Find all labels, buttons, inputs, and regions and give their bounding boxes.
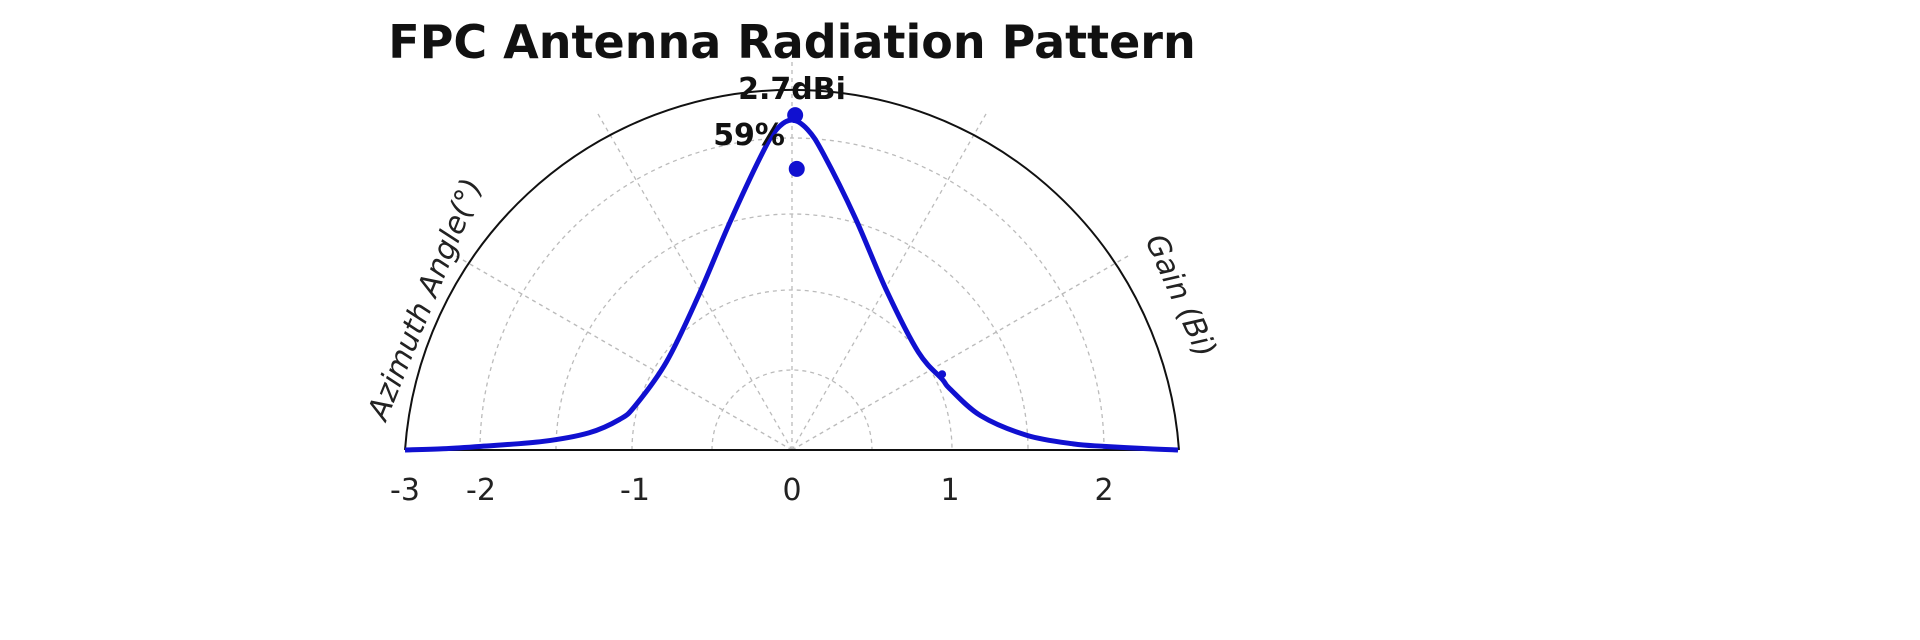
outer-arc — [404, 88, 1180, 451]
x-tick-label: 0 — [782, 473, 801, 508]
chart-title: FPC Antenna Radiation Pattern — [388, 15, 1195, 69]
grid-spoke — [455, 255, 793, 451]
x-ticks: -3 -2 -1 0 1 2 — [390, 473, 1114, 508]
data-marker — [788, 160, 805, 177]
left-axis-label: Azimuth Angle(°) — [360, 174, 489, 427]
markers — [787, 107, 947, 379]
data-marker — [787, 107, 804, 124]
peak-gain-label: 2.7dBi — [738, 72, 846, 107]
x-tick-label: 2 — [1094, 473, 1113, 508]
x-tick-label: -2 — [466, 473, 496, 508]
grid-ring — [479, 137, 1105, 451]
gain-curve — [404, 117, 1179, 453]
polar-grid — [455, 62, 1129, 451]
grid-spoke — [791, 113, 987, 451]
right-axis-label: Gain (Bi) — [1138, 229, 1223, 363]
x-tick-label: -3 — [390, 473, 420, 508]
x-tick-label: 1 — [940, 473, 959, 508]
grid-ring — [555, 213, 1029, 451]
efficiency-label: 59% — [713, 118, 785, 153]
grid-spoke — [791, 255, 1129, 451]
x-tick-label: -1 — [620, 473, 650, 508]
grid-spoke — [597, 113, 793, 451]
data-marker — [938, 370, 947, 379]
